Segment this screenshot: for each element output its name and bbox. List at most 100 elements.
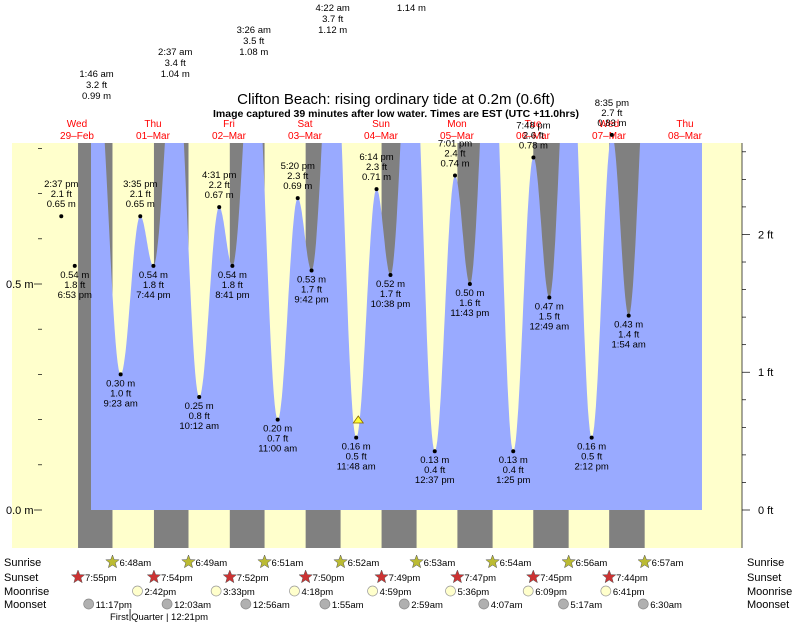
moonrise-time: 6:09pm	[535, 587, 567, 598]
low-tide-label: 0.52 m	[376, 279, 405, 290]
tide-point	[609, 132, 614, 137]
sunrise-icon	[409, 554, 424, 569]
tide-point	[217, 205, 222, 210]
moonrise-time: 4:18pm	[301, 587, 333, 598]
tide-point	[589, 435, 594, 440]
right-axis-label: 1 ft	[758, 367, 773, 379]
low-tide-label: 10:38 pm	[371, 299, 411, 310]
moonset-time: 12:56am	[253, 600, 290, 611]
sunrise-time: 6:56am	[576, 558, 608, 569]
low-tide-label: 1.8 ft	[222, 280, 243, 291]
low-tide-label: 2:12 pm	[574, 462, 608, 473]
high-tide-label: 0.65 m	[47, 199, 76, 210]
tide-point	[432, 449, 437, 454]
high-tide-label: 3.4 ft	[165, 58, 186, 69]
low-tide-label: 0.7 ft	[267, 434, 288, 445]
tide-point	[118, 372, 123, 377]
day-name: Wed	[599, 119, 619, 130]
high-tide-label: 3.2 ft	[86, 80, 107, 91]
low-tide-label: 1.6 ft	[459, 298, 480, 309]
sunset-icon	[525, 569, 541, 584]
moonrise-icon	[522, 585, 534, 597]
moonset-time: 4:07am	[491, 600, 523, 611]
bottom-night-band	[609, 518, 645, 548]
moonrise-time: 4:59pm	[380, 587, 412, 598]
day-date: 05–Mar	[440, 131, 475, 142]
tide-point	[295, 196, 300, 201]
tide-point	[275, 417, 280, 422]
moonset-time: 1:55am	[332, 600, 364, 611]
low-tide-label: 0.54 m	[218, 270, 247, 281]
right-axis-label: 2 ft	[758, 229, 773, 241]
day-date: 08–Mar	[668, 131, 703, 142]
moonrise-time: 5:36pm	[458, 587, 490, 598]
moonrise-icon	[367, 585, 378, 597]
high-tide-label: 2.7 ft	[601, 108, 622, 119]
high-tide-label: 2.1 ft	[130, 189, 151, 200]
sunset-time: 7:55pm	[85, 573, 117, 584]
low-tide-label: 11:00 am	[258, 444, 297, 455]
tide-point	[374, 187, 379, 192]
moonrise-icon	[210, 585, 222, 597]
high-tide-label: 4:31 pm	[202, 170, 236, 181]
sunset-time: 7:52pm	[237, 573, 269, 584]
bottom-night-band	[78, 518, 113, 548]
moonrise-icon	[132, 585, 143, 597]
tide-area	[91, 143, 702, 510]
sunset-icon	[146, 569, 162, 584]
tide-point	[511, 449, 516, 454]
high-tide-label: 2.3 ft	[366, 162, 387, 173]
sunset-icon	[222, 569, 238, 584]
high-tide-label: 3:26 am	[237, 25, 271, 36]
day-name: Thu	[676, 119, 693, 130]
high-tide-label: 3.7 ft	[322, 14, 343, 25]
high-tide-label: 0.67 m	[205, 190, 234, 201]
moonset-icon	[240, 598, 252, 610]
moonrise-row-label-right: Moonrise	[747, 586, 792, 598]
low-tide-label: 9:23 am	[103, 398, 137, 409]
day-name: Wed	[67, 119, 87, 130]
left-axis-label: 0.5 m	[6, 279, 34, 291]
sunset-time: 7:50pm	[313, 573, 345, 584]
low-tide-label: 0.53 m	[297, 274, 326, 285]
chart-title: Clifton Beach: rising ordinary tide at 0…	[237, 91, 555, 108]
day-name: Mon	[447, 119, 466, 130]
sunset-time: 7:49pm	[389, 573, 421, 584]
tide-point	[531, 155, 536, 160]
moonrise-icon	[445, 585, 456, 597]
high-tide-label: 0.65 m	[126, 199, 155, 210]
low-tide-label: 1.7 ft	[301, 284, 322, 295]
tide-point	[151, 263, 156, 268]
sunset-time: 7:44pm	[616, 573, 648, 584]
low-tide-label: 8:41 pm	[215, 290, 249, 301]
right-axis-label: 0 ft	[758, 505, 773, 517]
sunrise-time: 6:53am	[424, 558, 456, 569]
sunrise-time: 6:48am	[119, 558, 151, 569]
sunset-icon	[601, 569, 617, 584]
day-date: 01–Mar	[136, 131, 171, 142]
moonset-row-label-left: Moonset	[4, 599, 46, 611]
low-tide-label: 6:53 pm	[58, 290, 92, 301]
high-tide-label: 3.7 ft	[401, 0, 422, 3]
moonset-time: 2:59am	[411, 600, 443, 611]
sunrise-row-label-left: Sunrise	[4, 557, 41, 569]
moonset-icon	[161, 598, 173, 610]
moon-phase-label: First Quarter | 12:21pm	[110, 612, 208, 623]
tide-point	[59, 214, 64, 219]
low-tide-label: 1.5 ft	[539, 312, 560, 323]
low-tide-label: 0.13 m	[499, 455, 528, 466]
moonset-time: 5:17am	[570, 600, 602, 611]
high-tide-label: 7:01 pm	[438, 139, 472, 150]
sunrise-time: 6:57am	[652, 558, 684, 569]
low-tide-label: 1:54 am	[612, 340, 646, 351]
tide-point	[309, 268, 314, 273]
high-tide-label: 3:35 pm	[123, 179, 157, 190]
high-tide-label: 2:37 am	[158, 47, 192, 58]
sunrise-icon	[181, 554, 196, 569]
bottom-night-band	[305, 518, 341, 548]
day-name: Tue	[525, 119, 542, 130]
low-tide-label: 1.8 ft	[64, 280, 85, 291]
sunset-time: 7:47pm	[464, 573, 496, 584]
low-tide-label: 0.54 m	[139, 270, 168, 281]
moonset-icon	[398, 598, 410, 610]
